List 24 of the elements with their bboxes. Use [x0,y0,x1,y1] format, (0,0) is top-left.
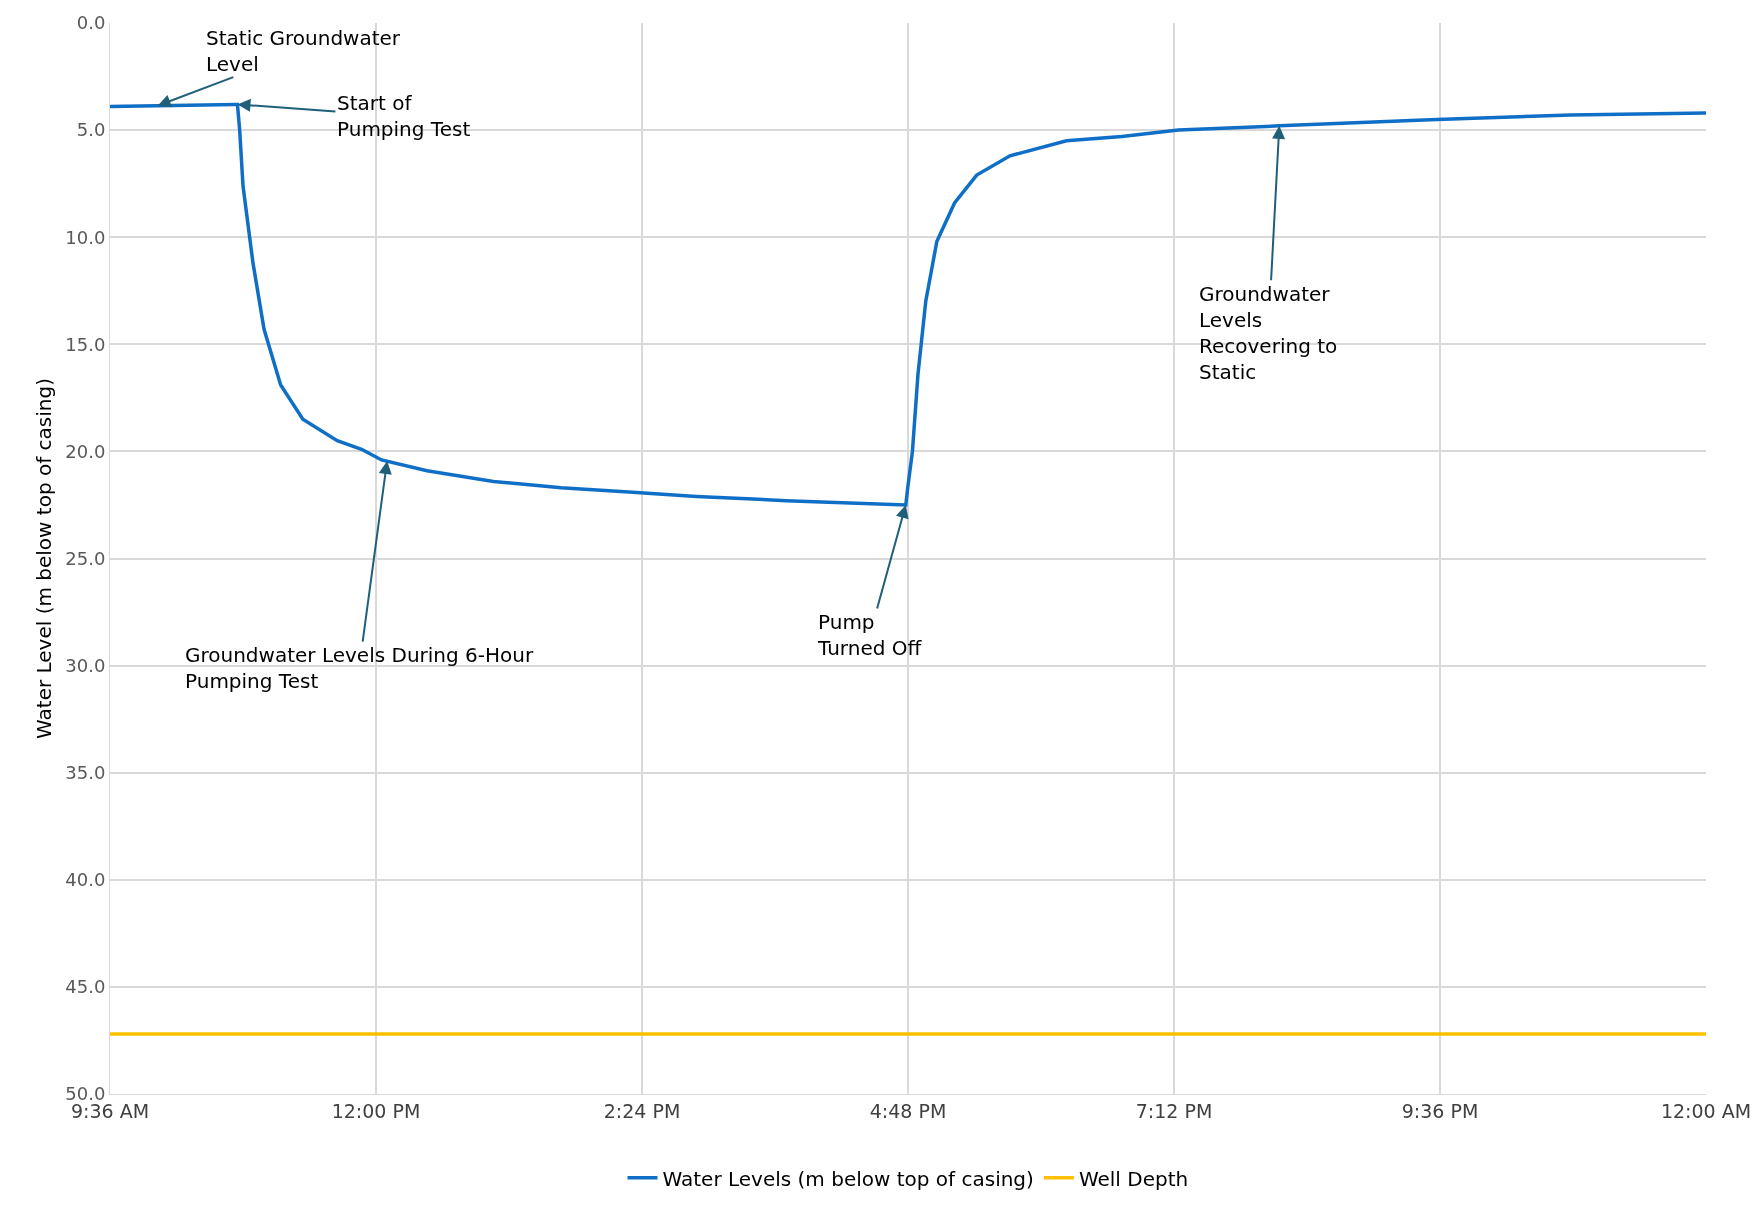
y-tick-label: 0.0 [76,12,106,34]
x-tick-label: 12:00 PM [331,1099,421,1122]
annotation: Start of Pumping Test [337,91,471,141]
legend-label: Well Depth [1078,1166,1189,1191]
x-tick-label: 12:00 AM [1660,1099,1752,1122]
annotation: Static Groundwater Level [206,26,401,76]
annotation: Pump Turned Off [817,610,923,660]
y-tick-label: 15.0 [65,333,106,355]
y-tick-label: 10.0 [65,226,106,248]
y-tick-label: 30.0 [65,654,106,676]
x-tick-label: 4:48 PM [869,1099,947,1122]
legend-label: Water Levels (m below top of casing) [662,1166,1034,1191]
x-tick-label: 2:24 PM [603,1099,681,1122]
x-tick-label: 7:12 PM [1135,1099,1213,1122]
y-tick-label: 35.0 [65,762,106,783]
annotation: Groundwater Levels Recovering to Static [1199,282,1338,384]
y-tick-label: 20.0 [65,440,106,462]
y-tick-label: 5.0 [76,119,106,141]
y-axis-title: Water Level (m below top of casing) [31,378,56,739]
y-tick-label: 25.0 [65,547,106,569]
y-tick-label: 40.0 [65,869,106,891]
y-tick-label: 45.0 [65,976,106,998]
annotation: Groundwater Levels During 6-Hour Pumping Test [185,643,534,693]
x-tick-label: 9:36 PM [1401,1099,1479,1122]
